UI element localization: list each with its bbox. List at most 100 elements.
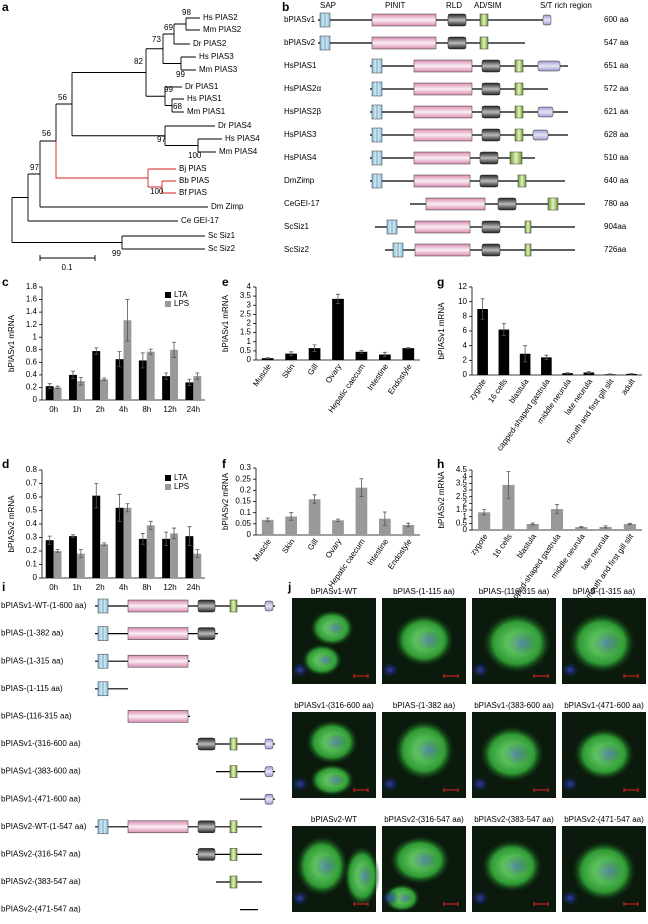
leaf-label: Mm PIAS1 [187,107,226,116]
nucleus [314,854,338,878]
bar [123,507,132,578]
micrograph-title: bPIASv1-(471-600 aa) [564,701,644,710]
y-tick-label: 8 [463,311,468,320]
leaf-label: Sc Siz1 [208,231,236,240]
bar [308,348,321,360]
protein-length: 651 aa [604,61,629,70]
construct-row: bPIASv1-(383-600 aa) [1,765,275,778]
legend-swatch [165,475,171,481]
y-tick-label: 1.4 [26,307,38,316]
scale-bar [533,674,549,678]
nucleus [561,890,579,906]
micrograph-title: bPIASv2-(383-547 aa) [474,815,554,824]
rld-domain [197,599,216,613]
st-rich-region [264,600,274,612]
rld-domain [447,13,467,27]
domain-row: bPIASv1 600 aa [284,12,629,28]
micrograph: bPIASv2-(316-547 aa) [381,815,466,912]
bar [146,525,155,578]
nucleus [471,776,489,792]
bar [502,484,515,530]
y-tick-label: 4 [247,282,252,291]
bar [53,387,62,400]
domain-row: HsPIAS2α 572 aa [284,81,629,97]
tree-branches-amphioxus [55,141,176,194]
y-tick-label: 2 [463,355,468,364]
error-bar [336,518,340,522]
y-axis-title: bPIASv1 mRNA [437,302,446,360]
st-rich-region [264,766,274,777]
bar [402,524,415,535]
protein-name: HsPIAS4 [284,153,317,162]
construct-name: bPIASv1-(383-600 aa) [1,767,81,776]
error-bar [336,293,340,304]
x-tick-label: 12h [163,583,176,592]
nucleus [594,859,624,883]
error-bar [289,512,294,521]
error-bar [289,351,294,356]
panel-label: g [437,275,444,289]
x-tick-label: 16 cells [491,532,514,559]
y-tick-label: 4.5 [456,465,468,474]
x-tick-label: zygote [467,377,488,402]
micrograph: bPIAS-(1-315 aa) [561,587,646,684]
domain-row: HsPIAS1 651 aa [284,58,629,74]
y-tick-label: 0.6 [26,357,38,366]
nucleus [503,855,530,877]
micrograph: bPIASv1-(471-600 aa) [561,701,646,798]
pinit-domain [425,197,486,211]
error-bar [544,354,549,360]
domain-header: SAP [320,1,336,10]
pinit-domain [127,820,189,834]
y-tick-label: 2.5 [240,309,252,318]
error-bar [55,385,60,390]
pinit-domain [127,627,189,640]
protein-length: 726aa [604,245,627,254]
x-tick-label: 0h [49,405,58,414]
protein-length: 780 aa [604,199,629,208]
bar [261,519,274,535]
y-tick-label: 0 [33,395,38,404]
micrograph-title: bPIASv2-WT [311,815,357,824]
y-tick-label: 3.5 [456,478,468,487]
bootstrap-value: 68 [173,102,182,111]
micrograph-title: bPIAS-(1-315 aa) [573,587,636,596]
protein-length: 572 aa [604,84,629,93]
x-tick-label: Ovary [324,362,344,385]
construct-name: bPIASv2-(316-547 aa) [1,850,81,859]
leaf-label: Dr PIAS4 [218,121,252,130]
micrograph: bPIASv2-(383-547 aa) [471,815,556,912]
y-tick-label: 0.4 [26,370,38,379]
bar [115,359,124,400]
bar [332,520,344,535]
error-bar [627,522,632,526]
error-bar [148,520,153,530]
construct-row: bPIAS-(1-115 aa) [1,681,128,697]
nucleus [415,629,442,651]
bar [402,348,415,360]
y-tick-label: 1 [247,337,252,346]
bar [170,533,178,578]
y-axis-title: bPIASv2 mRNA [437,471,446,529]
nucleus [381,776,399,792]
error-bar [406,347,411,350]
bar [92,351,101,400]
bar [498,329,510,375]
st-rich-region [542,14,552,26]
ad-sim-domain [514,105,524,119]
domain-row: HsPIAS4 510 aa [284,150,629,166]
construct-name: bPIASv2-(383-547 aa) [1,877,81,886]
bar-chart: h 00.511.522.533.544.5 bPIASv2 mRNA zygote 1… [437,457,642,608]
micrograph-title: bPIASv1-WT [311,587,357,596]
scale-bar [353,902,369,906]
error-bar [195,372,200,380]
bootstrap-value: 69 [164,23,173,32]
error-bar [359,349,364,354]
micrograph: bPIASv2-WT [291,815,380,912]
ad-sim-domain [517,174,527,188]
leaf-label: Dm Zimp [211,202,244,211]
micrograph: bPIAS-(1-115 aa) [381,587,466,684]
domain-row: ScSiz2 726aa [284,242,627,258]
nucleus [291,776,309,792]
